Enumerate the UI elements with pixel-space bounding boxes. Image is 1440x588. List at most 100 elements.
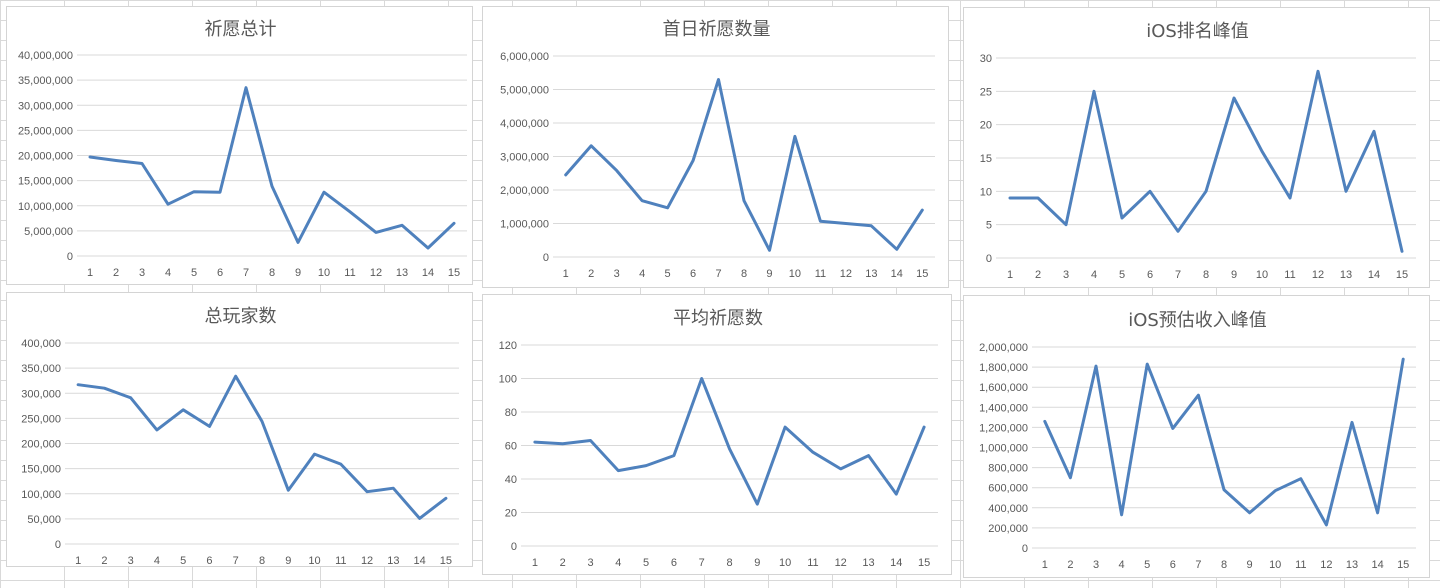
data-point [793, 134, 797, 138]
chart-panel-5[interactable]: 平均祈愿数 0 20 40 60 80 100 120 1 2 3 4 5 6 7 8 9 10 11 12 13 14 1… [482, 294, 952, 575]
data-point [1196, 393, 1200, 397]
x-tick-label: 2 [113, 267, 119, 279]
x-tick-label: 6 [217, 267, 223, 279]
x-tick-label: 3 [128, 555, 134, 567]
x-tick-label: 4 [1091, 269, 1097, 281]
x-tick-label: 3 [139, 267, 145, 279]
data-point [244, 86, 248, 90]
chart-title: 总玩家数 [205, 306, 277, 327]
chart-panel-1[interactable]: 祈愿总计 0 5,000,000 10,000,000 15,000,000 20,000… [6, 6, 473, 285]
data-point [895, 247, 899, 251]
x-tick-label: 7 [243, 267, 249, 279]
x-tick-label: 11 [335, 555, 346, 567]
y-tick-label: 150,000 [21, 464, 61, 476]
x-tick-label: 2 [101, 555, 107, 567]
data-point [166, 202, 170, 206]
y-tick-label: 1,400,000 [979, 402, 1028, 414]
chart-panel-3[interactable]: iOS排名峰值 0 5 10 15 20 25 30 1 2 3 4 5 6 7 8 9 10 11 12 13 14 15 [963, 7, 1430, 288]
data-point [818, 219, 822, 223]
data-point [616, 469, 620, 473]
x-tick-label: 7 [233, 555, 239, 567]
y-tick-label: 4,000,000 [500, 118, 549, 130]
x-tick-label: 14 [413, 555, 425, 567]
y-tick-label: 20 [980, 120, 992, 132]
data-point [1260, 149, 1264, 153]
data-point [644, 464, 648, 468]
data-point [533, 440, 537, 444]
series-line [88, 86, 456, 250]
x-tick-label: 2 [560, 557, 566, 569]
x-tick-label: 10 [318, 267, 330, 279]
chart-panel-6[interactable]: iOS预估收入峰值 0 200,000 400,000 600,000 800,000 1,… [963, 295, 1430, 578]
y-tick-label: 100 [499, 374, 517, 386]
y-tick-label: 30,000,000 [18, 100, 73, 112]
y-tick-label: 35,000,000 [18, 75, 73, 87]
chart-title: 祈愿总计 [205, 19, 277, 40]
data-point [742, 199, 746, 203]
x-tick-label: 5 [643, 557, 649, 569]
data-point [1120, 216, 1124, 220]
y-tick-label: 800,000 [988, 463, 1028, 475]
x-tick-label: 9 [295, 267, 301, 279]
data-point [1232, 96, 1236, 100]
series-line [564, 78, 924, 252]
series-line [1008, 69, 1404, 253]
data-point [270, 184, 274, 188]
x-tick-label: 4 [1119, 559, 1125, 571]
data-point [286, 488, 290, 492]
data-point [894, 492, 898, 496]
data-point [1299, 477, 1303, 481]
data-point [260, 419, 264, 423]
x-tick-label: 11 [344, 267, 355, 279]
x-tick-label: 10 [779, 557, 791, 569]
y-tick-label: 0 [511, 541, 517, 553]
y-tick-label: 300,000 [21, 388, 61, 400]
y-tick-label: 2,000,000 [500, 185, 549, 197]
x-tick-label: 2 [1035, 269, 1041, 281]
y-tick-label: 200,000 [988, 523, 1028, 535]
data-point [869, 224, 873, 228]
data-point [1148, 189, 1152, 193]
x-tick-label: 9 [1231, 269, 1237, 281]
data-point [1372, 129, 1376, 133]
data-point [1204, 189, 1208, 193]
x-tick-label: 7 [715, 268, 721, 280]
x-tick-label: 13 [396, 267, 408, 279]
x-tick-label: 2 [1067, 559, 1073, 571]
y-tick-label: 10 [980, 186, 992, 198]
x-tick-label: 2 [588, 268, 594, 280]
y-tick-label: 50,000 [27, 514, 61, 526]
x-tick-label: 15 [1397, 559, 1409, 571]
data-point [1043, 419, 1047, 423]
x-tick-label: 8 [259, 555, 265, 567]
data-point [1008, 196, 1012, 200]
x-tick-label: 13 [387, 555, 399, 567]
data-point [192, 190, 196, 194]
data-point [155, 428, 159, 432]
data-point [783, 425, 787, 429]
x-tick-label: 9 [1247, 559, 1253, 571]
x-tick-label: 15 [916, 268, 928, 280]
data-point [1401, 357, 1405, 361]
data-point [207, 424, 211, 428]
x-tick-label: 10 [1269, 559, 1281, 571]
chart-panel-4[interactable]: 总玩家数 0 50,000 100,000 150,000 200,000 250,000 3… [6, 292, 473, 567]
y-tick-label: 120 [499, 340, 517, 352]
line-chart: iOS预估收入峰值 0 200,000 400,000 600,000 800,000 1,… [979, 310, 1416, 571]
data-point [691, 159, 695, 163]
x-tick-label: 8 [726, 557, 732, 569]
data-point [322, 190, 326, 194]
x-tick-label: 10 [1256, 269, 1268, 281]
data-point [1092, 89, 1096, 93]
data-point [76, 383, 80, 387]
series-line [1043, 357, 1405, 527]
data-point [920, 208, 924, 212]
x-tick-label: 6 [690, 268, 696, 280]
y-tick-label: 1,800,000 [979, 362, 1028, 374]
y-tick-label: 1,600,000 [979, 382, 1028, 394]
x-tick-label: 1 [1007, 269, 1013, 281]
data-point [88, 155, 92, 159]
data-point [717, 77, 721, 81]
chart-panel-2[interactable]: 首日祈愿数量 0 1,000,000 2,000,000 3,000,000 4,000,… [482, 6, 949, 288]
